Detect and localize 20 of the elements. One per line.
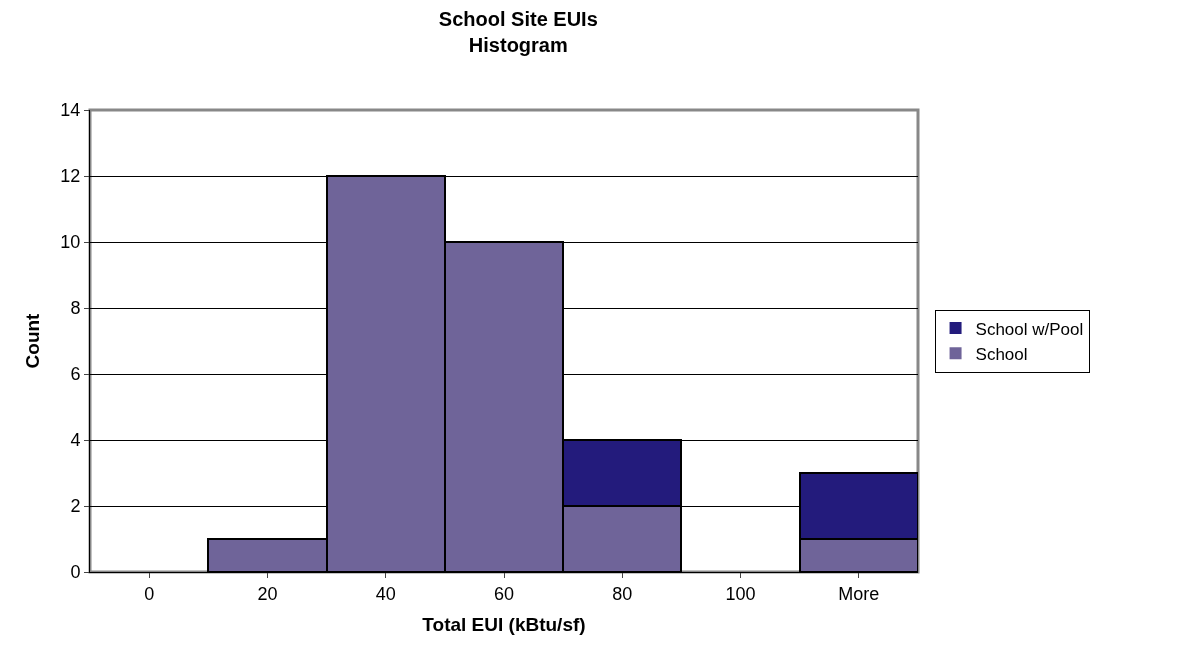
x-tick-label: More	[838, 583, 880, 604]
x-tick-label: 20	[257, 583, 278, 604]
x-tick-label: 0	[144, 583, 155, 604]
x-tick-label: 100	[725, 583, 756, 604]
chart-title: School Site EUIs Histogram	[438, 8, 598, 57]
x-tick-label: 60	[493, 583, 515, 604]
x-tick-label: 40	[375, 583, 396, 604]
y-tick-label: 10	[60, 232, 81, 253]
y-tick-label: 4	[70, 430, 81, 451]
y-tick-label: 2	[70, 496, 81, 517]
legend-label: School	[975, 344, 1028, 364]
legend-label: School w/Pool	[975, 319, 1084, 339]
y-tick-label: 6	[70, 364, 81, 385]
y-tick-label: 12	[60, 166, 81, 187]
y-tick-label: 8	[70, 298, 81, 319]
x-axis-title: Total EUI (kBtu/sf)	[422, 614, 586, 636]
y-axis-title: Count	[22, 312, 44, 369]
y-tick-label: 0	[70, 562, 81, 583]
x-tick-label: 80	[612, 583, 633, 604]
y-tick-label: 14	[60, 100, 81, 121]
